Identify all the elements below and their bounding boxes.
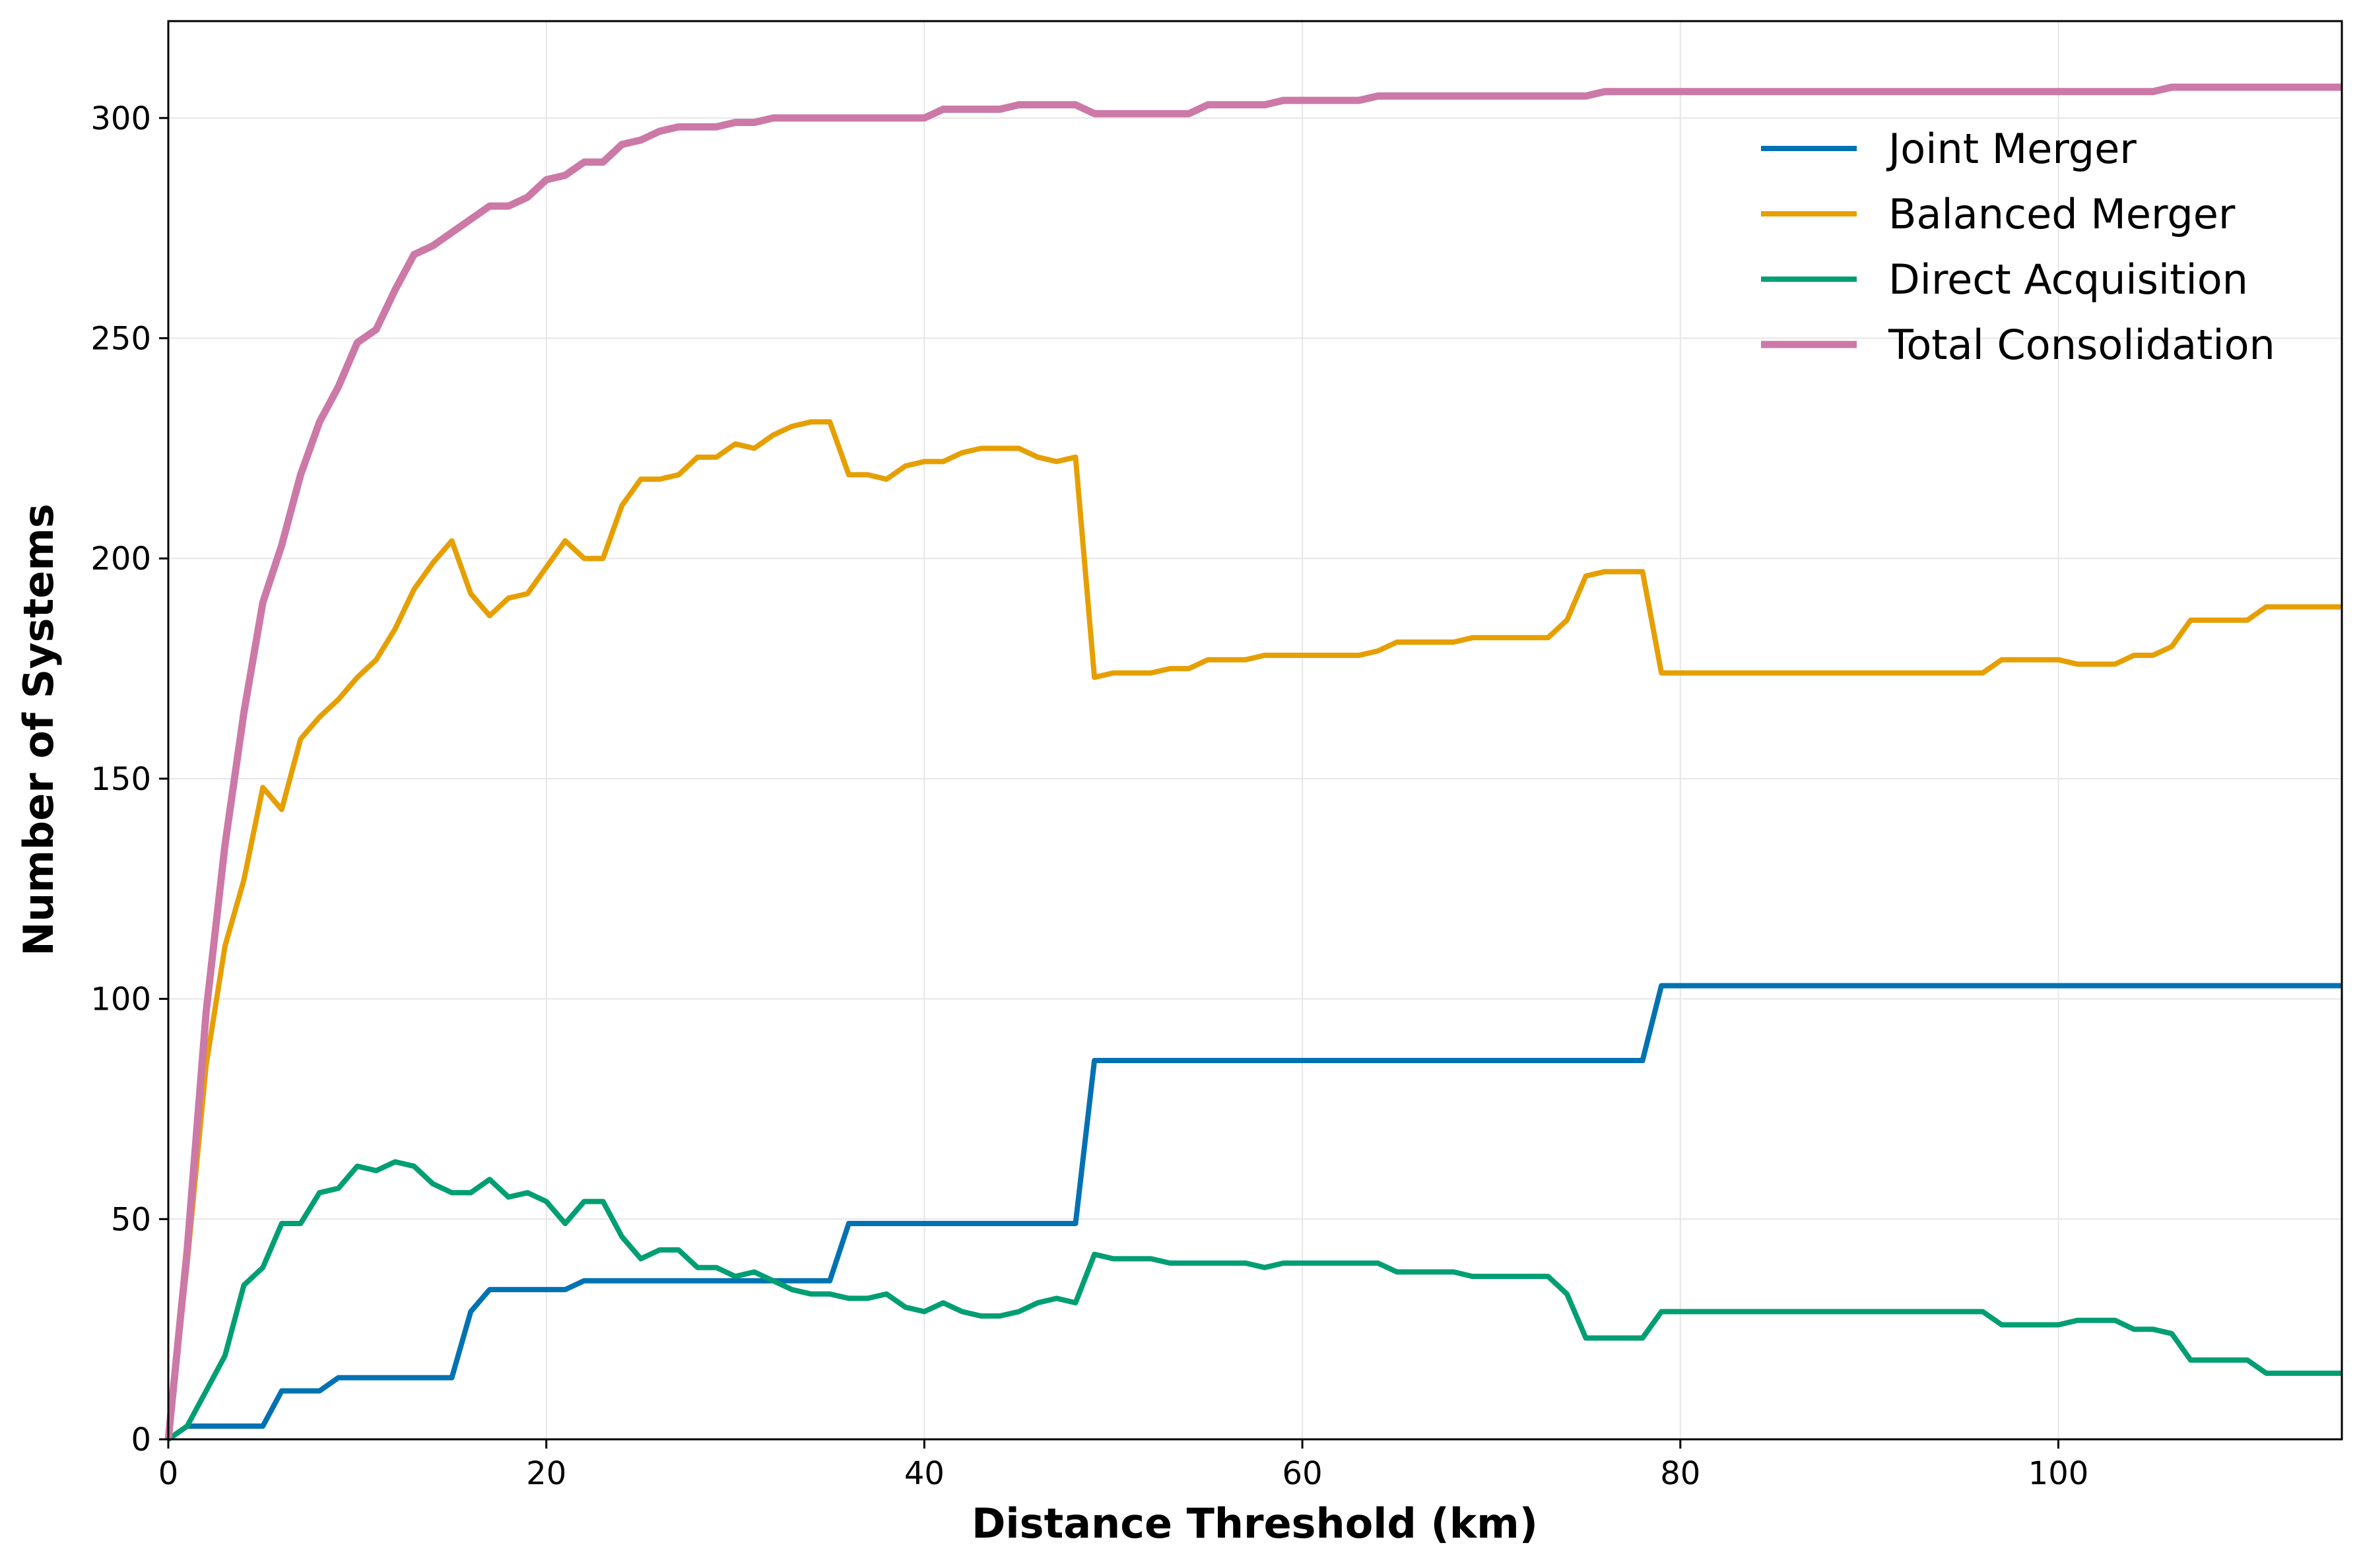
legend: Joint Merger Balanced Merger Direct Acquis… (1761, 125, 2275, 369)
plot-frame (167, 20, 2343, 1441)
series-layer (164, 83, 2342, 1442)
y-tick-label: 200 (90, 540, 151, 577)
y-tick-label: 250 (90, 321, 151, 358)
x-tick-label: 100 (2028, 1455, 2089, 1492)
y-tick-label: 100 (90, 981, 151, 1018)
legend-label-direct-acquisition: Direct Acquisition (1888, 255, 2248, 304)
x-axis-label: Distance Threshold (km) (972, 1499, 1538, 1548)
series-line-joint-merger (166, 983, 2342, 1442)
series-line-balanced-merger (166, 419, 2342, 1440)
y-tick-label: 50 (111, 1201, 151, 1238)
x-tick-label: 20 (526, 1455, 566, 1492)
y-tick-label: 150 (90, 761, 151, 798)
x-tick-label: 40 (904, 1455, 945, 1492)
y-tick-label: 0 (131, 1421, 151, 1458)
x-tick-label: 60 (1282, 1455, 1323, 1492)
legend-label-balanced-merger: Balanced Merger (1888, 190, 2236, 238)
y-axis-label: Number of Systems (15, 504, 63, 956)
x-tick-label: 0 (158, 1455, 179, 1492)
grid (168, 21, 2342, 1440)
legend-label-total-consolidation: Total Consolidation (1888, 321, 2275, 369)
x-tick-label: 80 (1660, 1455, 1700, 1492)
legend-label-joint-merger: Joint Merger (1886, 125, 2137, 173)
axis-ticks: 0 20 40 60 80 100 0 50 100 150 200 250 300 (90, 100, 2088, 1492)
y-tick-label: 300 (90, 100, 151, 137)
series-line-direct-acquisition (166, 1159, 2342, 1442)
series-line-total-consolidation (164, 83, 2342, 1440)
